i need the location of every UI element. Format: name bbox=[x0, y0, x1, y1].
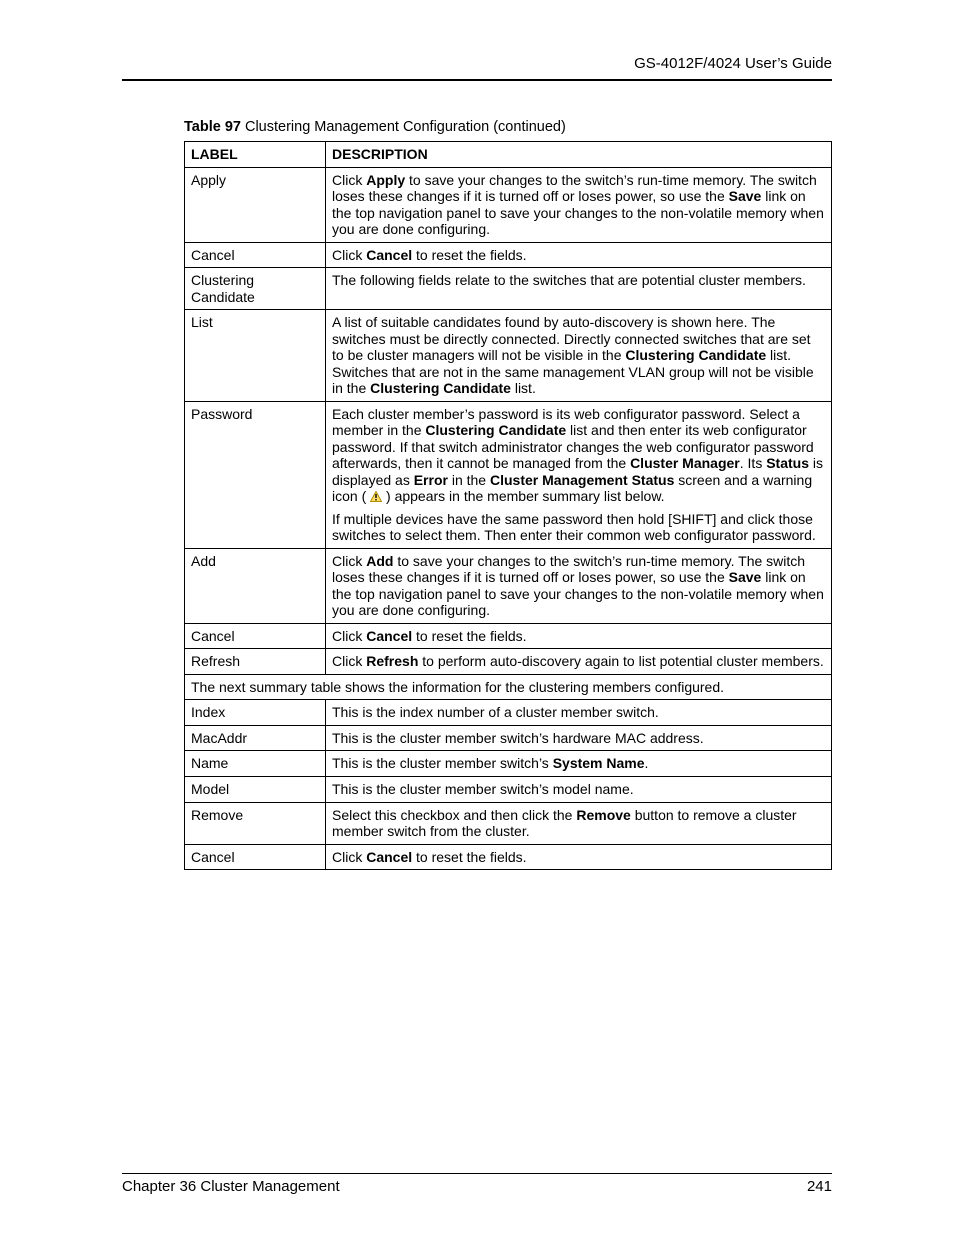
col-description: DESCRIPTION bbox=[326, 142, 832, 168]
label-cancel-1: Cancel bbox=[185, 242, 326, 268]
col-label: LABEL bbox=[185, 142, 326, 168]
row-refresh: Refresh Click Refresh to perform auto-di… bbox=[185, 649, 832, 675]
footer-chapter: Chapter 36 Cluster Management bbox=[122, 1178, 340, 1195]
desc-cancel-3: Click Cancel to reset the fields. bbox=[326, 844, 832, 870]
label-model: Model bbox=[185, 776, 326, 802]
label-list: List bbox=[185, 310, 326, 402]
desc-name: This is the cluster member switch’s Syst… bbox=[326, 751, 832, 777]
row-clustering-candidate: Clustering Candidate The following field… bbox=[185, 268, 832, 310]
page: GS-4012F/4024 User’s Guide Table 97 Clus… bbox=[0, 0, 954, 1235]
desc-cancel-1: Click Cancel to reset the fields. bbox=[326, 242, 832, 268]
desc-list: A list of suitable candidates found by a… bbox=[326, 310, 832, 402]
label-add: Add bbox=[185, 548, 326, 623]
row-apply: Apply Click Apply to save your changes t… bbox=[185, 167, 832, 242]
desc-apply: Click Apply to save your changes to the … bbox=[326, 167, 832, 242]
label-apply: Apply bbox=[185, 167, 326, 242]
row-spanner: The next summary table shows the informa… bbox=[185, 674, 832, 700]
label-index: Index bbox=[185, 700, 326, 726]
warning-icon bbox=[370, 489, 382, 500]
header-rule bbox=[122, 79, 832, 81]
row-password: Password Each cluster member’s password … bbox=[185, 401, 832, 548]
row-macaddr: MacAddr This is the cluster member switc… bbox=[185, 725, 832, 751]
label-refresh: Refresh bbox=[185, 649, 326, 675]
row-cancel-1: Cancel Click Cancel to reset the fields. bbox=[185, 242, 832, 268]
desc-model: This is the cluster member switch’s mode… bbox=[326, 776, 832, 802]
row-name: Name This is the cluster member switch’s… bbox=[185, 751, 832, 777]
footer-rule bbox=[122, 1173, 832, 1174]
label-clustering-candidate: Clustering Candidate bbox=[185, 268, 326, 310]
footer: Chapter 36 Cluster Management 241 bbox=[122, 1173, 832, 1195]
label-name: Name bbox=[185, 751, 326, 777]
table-caption-bold: Table 97 bbox=[184, 119, 241, 135]
row-cancel-2: Cancel Click Cancel to reset the fields. bbox=[185, 623, 832, 649]
row-add: Add Click Add to save your changes to th… bbox=[185, 548, 832, 623]
config-table: LABEL DESCRIPTION Apply Click Apply to s… bbox=[184, 141, 832, 870]
desc-macaddr: This is the cluster member switch’s hard… bbox=[326, 725, 832, 751]
row-index: Index This is the index number of a clus… bbox=[185, 700, 832, 726]
table-head-row: LABEL DESCRIPTION bbox=[185, 142, 832, 168]
desc-refresh: Click Refresh to perform auto-discovery … bbox=[326, 649, 832, 675]
label-remove: Remove bbox=[185, 802, 326, 844]
row-remove: Remove Select this checkbox and then cli… bbox=[185, 802, 832, 844]
desc-clustering-candidate: The following fields relate to the switc… bbox=[326, 268, 832, 310]
desc-cancel-2: Click Cancel to reset the fields. bbox=[326, 623, 832, 649]
header-title: GS-4012F/4024 User’s Guide bbox=[122, 55, 832, 72]
row-model: Model This is the cluster member switch’… bbox=[185, 776, 832, 802]
row-cancel-3: Cancel Click Cancel to reset the fields. bbox=[185, 844, 832, 870]
table-caption-rest: Clustering Management Configuration (con… bbox=[241, 119, 566, 135]
desc-remove: Select this checkbox and then click the … bbox=[326, 802, 832, 844]
label-macaddr: MacAddr bbox=[185, 725, 326, 751]
row-list: List A list of suitable candidates found… bbox=[185, 310, 832, 402]
header: GS-4012F/4024 User’s Guide bbox=[122, 55, 832, 75]
desc-add: Click Add to save your changes to the sw… bbox=[326, 548, 832, 623]
table-caption: Table 97 Clustering Management Configura… bbox=[184, 119, 832, 135]
footer-page-number: 241 bbox=[807, 1178, 832, 1195]
label-cancel-2: Cancel bbox=[185, 623, 326, 649]
label-password: Password bbox=[185, 401, 326, 548]
desc-index: This is the index number of a cluster me… bbox=[326, 700, 832, 726]
desc-password: Each cluster member’s password is its we… bbox=[326, 401, 832, 548]
spanner-text: The next summary table shows the informa… bbox=[185, 674, 832, 700]
label-cancel-3: Cancel bbox=[185, 844, 326, 870]
